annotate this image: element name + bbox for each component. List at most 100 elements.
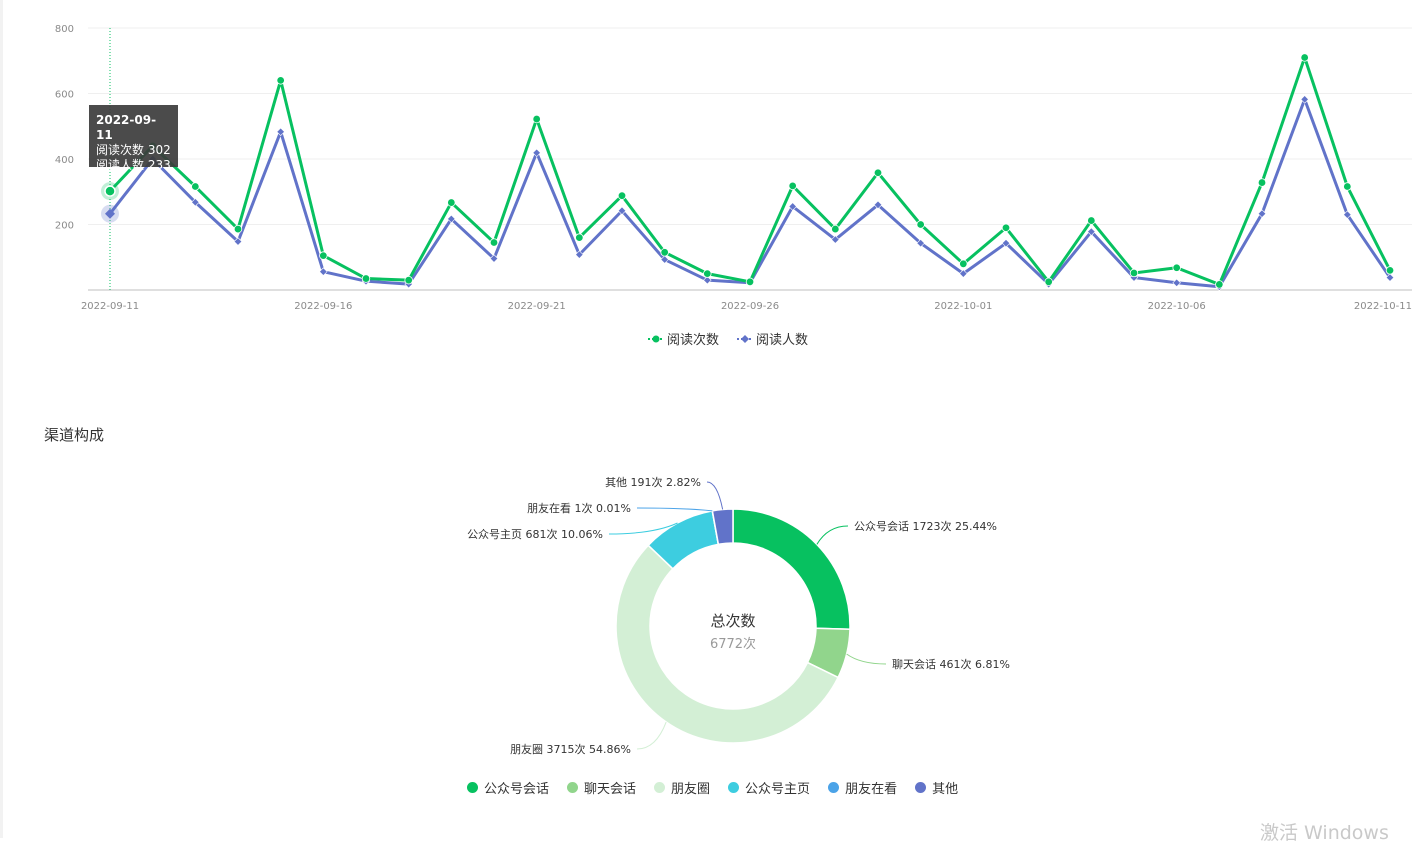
data-point-reads[interactable] (319, 251, 328, 260)
data-point-readers[interactable] (1087, 227, 1096, 236)
data-point-reads[interactable] (532, 114, 541, 124)
data-point-reads[interactable] (1215, 280, 1224, 289)
legend-item-reads[interactable]: 阅读次数 (648, 329, 719, 348)
data-point-reads[interactable] (489, 238, 499, 247)
data-point-readers[interactable] (1343, 210, 1352, 219)
y-tick-label: 400 (55, 155, 74, 166)
data-point-reads[interactable] (1385, 266, 1395, 275)
legend-item-homepage[interactable]: 公众号主页 (728, 778, 810, 797)
data-point-reads[interactable] (1257, 178, 1267, 187)
data-point-reads[interactable] (191, 182, 200, 191)
data-point-reads[interactable] (233, 224, 243, 234)
data-point-reads[interactable] (788, 181, 797, 191)
y-tick-label: 800 (55, 24, 74, 35)
legend-dot-icon (728, 782, 740, 793)
data-point-readers[interactable] (233, 237, 243, 246)
data-point-reads[interactable] (361, 274, 371, 283)
data-point-readers[interactable] (788, 202, 797, 211)
data-point-reads[interactable] (447, 198, 456, 207)
legend-label: 公众号会话 (484, 782, 550, 797)
legend-dot-icon (567, 782, 579, 793)
data-point-reads[interactable] (575, 233, 584, 242)
data-point-readers[interactable] (532, 148, 541, 158)
tooltip-reads: 阅读次数 302 (96, 143, 171, 157)
data-point-readers[interactable] (319, 267, 328, 276)
data-point-readers[interactable] (873, 200, 883, 210)
data-point-readers[interactable] (660, 255, 669, 264)
legend-item-chat[interactable]: 聊天会话 (567, 778, 636, 797)
data-point-readers[interactable] (617, 206, 627, 215)
legend-item-other[interactable]: 其他 (915, 778, 958, 797)
label-leader-line (846, 653, 887, 665)
x-tick-label: 2022-09-16 (294, 301, 352, 312)
legend-label: 朋友圈 (671, 782, 711, 797)
data-point-readers[interactable] (447, 214, 456, 224)
hover-point-reads (104, 185, 116, 197)
legend-item-moments[interactable]: 朋友圈 (654, 778, 710, 797)
data-point-reads[interactable] (959, 259, 968, 268)
legend-dot-icon (828, 782, 840, 793)
x-tick-label: 2022-09-11 (81, 301, 139, 312)
data-point-reads[interactable] (703, 269, 712, 278)
data-point-reads[interactable] (1087, 216, 1096, 225)
donut-slice-5[interactable] (711, 508, 734, 546)
chart-tooltip: 2022-09-11 阅读次数 302 阅读人数 233 (89, 105, 178, 172)
data-point-readers[interactable] (831, 235, 840, 244)
data-point-reads[interactable] (916, 220, 925, 229)
legend-item-readers[interactable]: 阅读人数 (737, 329, 808, 348)
data-point-reads[interactable] (1172, 263, 1181, 272)
line-chart: 200 400 600 800 2022-09-11 2022-09-16 2022-09-… (55, 24, 1412, 312)
donut-slice-label: 聊天会话 461次 6.81% (892, 657, 1010, 671)
label-leader-line (706, 481, 724, 510)
data-point-reads[interactable] (276, 76, 285, 85)
data-point-reads[interactable] (1129, 268, 1139, 278)
data-point-reads[interactable] (1001, 223, 1011, 232)
tooltip-readers: 阅读人数 233 (96, 158, 171, 172)
data-point-readers[interactable] (959, 269, 968, 278)
legend-label-readers: 阅读人数 (756, 333, 809, 348)
data-point-reads[interactable] (617, 191, 627, 200)
legend-label: 其他 (932, 782, 959, 797)
x-tick-label: 2022-10-06 (1148, 301, 1206, 312)
data-point-readers[interactable] (191, 198, 200, 207)
data-point-readers[interactable] (276, 127, 285, 137)
data-point-reads[interactable] (873, 168, 883, 177)
label-leader-line (636, 507, 713, 512)
legend-label: 公众号主页 (745, 782, 811, 797)
legend-item-account-chat[interactable]: 公众号会话 (467, 778, 549, 797)
legend-dot-icon (654, 782, 666, 793)
data-point-reads[interactable] (745, 277, 755, 287)
data-point-readers[interactable] (575, 250, 584, 259)
x-tick-label: 2022-10-11 (1354, 301, 1412, 312)
x-tick-label: 2022-09-26 (721, 301, 779, 312)
data-point-reads[interactable] (831, 224, 840, 234)
donut-center-title: 总次数 (710, 612, 755, 630)
data-point-reads[interactable] (660, 248, 669, 257)
data-point-readers[interactable] (1001, 238, 1011, 248)
data-point-reads[interactable] (1300, 53, 1309, 62)
label-leader-line (636, 721, 667, 750)
data-point-readers[interactable] (1300, 95, 1309, 104)
donut-center-value: 6772次 (710, 636, 756, 652)
data-point-reads[interactable] (404, 275, 413, 285)
data-point-reads[interactable] (1343, 182, 1352, 191)
donut-slice-label: 朋友在看 1次 0.01% (527, 501, 631, 515)
tooltip-date: 2022-09-11 (96, 113, 157, 142)
y-tick-label: 200 (55, 221, 74, 232)
donut-slice-2[interactable] (615, 544, 840, 744)
legend-circle-icon (648, 335, 664, 342)
data-point-readers[interactable] (916, 238, 925, 248)
legend-label: 聊天会话 (584, 782, 637, 797)
data-point-readers[interactable] (489, 254, 499, 263)
donut-slice-label: 其他 191次 2.82% (605, 475, 701, 489)
data-point-reads[interactable] (1044, 277, 1053, 287)
donut-slice-label: 朋友圈 3715次 54.86% (510, 742, 631, 756)
hover-point-readers (105, 208, 115, 219)
data-point-readers[interactable] (1385, 273, 1395, 282)
donut-slice-label: 公众号主页 681次 10.06% (467, 527, 603, 541)
data-point-readers[interactable] (1257, 209, 1267, 218)
data-point-readers[interactable] (1172, 278, 1181, 288)
data-point-readers[interactable] (703, 275, 712, 285)
legend-item-friends-watching[interactable]: 朋友在看 (828, 778, 897, 797)
